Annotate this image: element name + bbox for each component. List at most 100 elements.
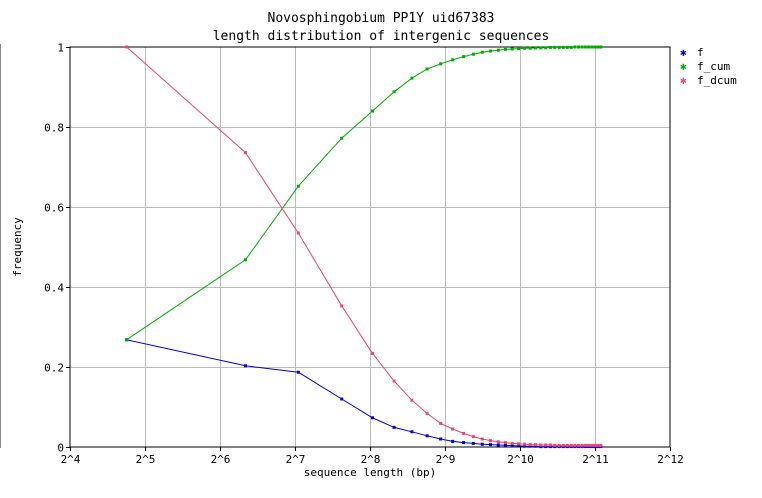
data-point-f [425, 434, 429, 438]
data-point-f_dcum [371, 351, 374, 355]
data-point-f_dcum [410, 398, 414, 402]
data-point-f [439, 437, 443, 441]
data-point-f_dcum [599, 443, 603, 447]
data-point-f_dcum [425, 411, 429, 415]
data-point-f_dcum [496, 440, 500, 444]
legend-label-f_dcum: f_dcum [697, 74, 737, 87]
x-tick-label: 2^10 [507, 453, 534, 466]
data-point-f_cum [569, 45, 573, 49]
data-point-f_dcum [583, 443, 587, 447]
data-point-f_cum [371, 109, 374, 113]
x-tick-label: 2^11 [582, 453, 609, 466]
data-point-f_dcum [548, 443, 552, 447]
series-line-f [126, 339, 601, 448]
data-point-f_dcum [296, 231, 300, 235]
data-point-f_cum [489, 49, 492, 53]
data-point-f_cum [599, 45, 603, 49]
data-point-f [471, 441, 475, 445]
y-axis-ticks: 0 0.2 0.4 0.6 0.8 1 [44, 42, 70, 455]
data-point-f [539, 445, 543, 449]
data-point-f_cum [244, 258, 247, 262]
data-point-f_dcum [534, 443, 538, 447]
data-point-f_cum [583, 45, 587, 49]
data-point-f_cum [587, 45, 591, 49]
data-point-f_dcum [471, 435, 475, 439]
data-point-f_cum [523, 46, 527, 50]
y-tick-label: 0 [57, 442, 64, 455]
data-point-f [371, 416, 374, 420]
data-point-f [523, 444, 527, 448]
data-point-f [340, 397, 344, 401]
x-tick-label: 2^8 [361, 453, 381, 466]
data-point-f_cum [580, 45, 584, 49]
data-point-f_dcum [462, 431, 466, 435]
data-point-f_dcum [244, 151, 247, 155]
data-point-f_dcum [528, 443, 532, 447]
data-point-f_cum [544, 46, 548, 50]
legend-label-f_cum: f_cum [697, 60, 730, 73]
x-tick-label: 2^9 [436, 453, 456, 466]
data-point-f_cum [548, 45, 552, 49]
y-tick-label: 0.8 [44, 122, 64, 135]
data-point-f [496, 443, 500, 447]
chart-title: Novosphingobium PP1Y uid67383 [268, 11, 495, 26]
series-line-f_cum [126, 46, 601, 341]
x-tick-label: 2^7 [286, 453, 306, 466]
data-point-f_dcum [557, 443, 561, 447]
data-point-f_dcum [593, 443, 597, 447]
data-point-f_cum [561, 45, 565, 49]
data-point-f_dcum [553, 443, 557, 447]
data-point-f_dcum [544, 443, 548, 447]
data-point-f_dcum [340, 304, 344, 308]
data-point-f [296, 370, 300, 374]
y-axis-label: frequency [11, 217, 24, 277]
data-point-f_dcum [577, 443, 580, 447]
data-point-f_cum [451, 58, 455, 62]
data-point-f_cum [528, 46, 532, 50]
data-point-f_cum [565, 45, 569, 49]
data-point-f [528, 444, 532, 448]
legend-marker-f: ✱ [680, 46, 687, 59]
data-point-f_cum [439, 62, 443, 66]
data-point-f_dcum [569, 443, 573, 447]
data-point-f_dcum [565, 443, 569, 447]
data-point-f_dcum [561, 443, 565, 447]
data-point-f_cum [296, 184, 300, 188]
x-tick-label: 2^12 [657, 453, 684, 466]
data-point-f_cum [557, 45, 561, 49]
data-point-f_cum [553, 45, 557, 49]
series-layer [125, 45, 603, 449]
data-point-f_cum [534, 46, 538, 50]
grid-lines [70, 47, 670, 447]
legend-marker-f_dcum: ✱ [680, 74, 687, 87]
data-point-f_dcum [125, 45, 129, 49]
data-point-f_cum [593, 45, 597, 49]
data-point-f_cum [510, 47, 514, 51]
x-tick-label: 2^6 [211, 453, 231, 466]
data-point-f_dcum [539, 443, 543, 447]
data-point-f_cum [392, 90, 396, 94]
data-point-f [548, 445, 552, 449]
data-point-f_dcum [439, 421, 443, 425]
y-tick-label: 1 [57, 42, 64, 55]
data-point-f_dcum [489, 439, 492, 443]
data-point-f_dcum [517, 442, 520, 446]
data-point-f_cum [410, 76, 414, 80]
data-point-f [510, 444, 514, 448]
data-point-f [410, 430, 414, 434]
data-point-f_dcum [573, 443, 577, 447]
data-point-f [534, 444, 538, 448]
data-point-f_cum [425, 67, 429, 71]
data-point-f_cum [125, 338, 129, 342]
data-point-f_dcum [580, 443, 584, 447]
x-tick-label: 2^4 [61, 453, 81, 466]
data-point-f_cum [596, 45, 600, 49]
data-point-f_cum [340, 136, 344, 140]
data-point-f_dcum [596, 443, 600, 447]
y-tick-label: 0.4 [44, 282, 64, 295]
data-point-f_cum [496, 48, 500, 52]
data-point-f [451, 439, 455, 443]
series-line-f_dcum [126, 46, 601, 446]
legend-marker-f_cum: ✱ [680, 60, 687, 73]
